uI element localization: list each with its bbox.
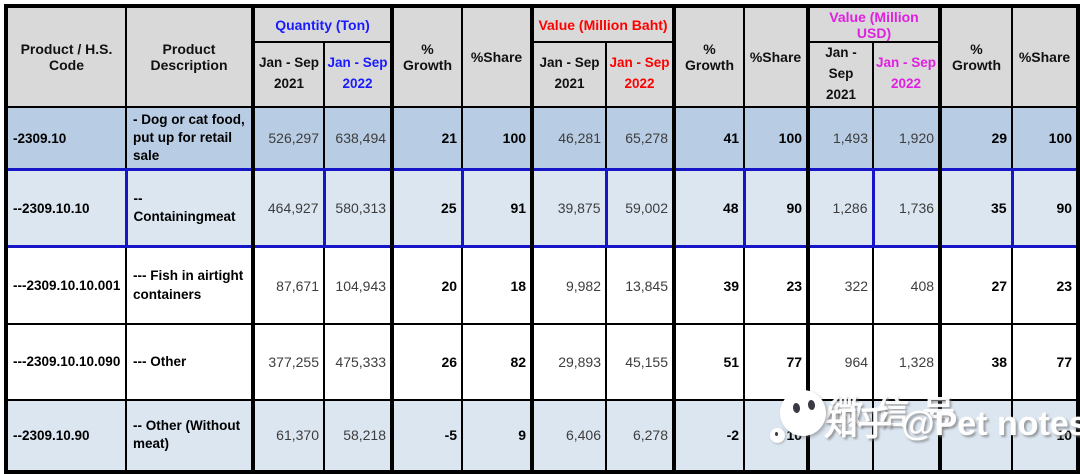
cell-qty-share: 82 (461, 322, 534, 401)
cell-baht-2021: 46,281 (530, 105, 608, 171)
cell-desc: - Dog or cat food, put up for retail sal… (125, 105, 254, 171)
col-header-baht-growth: % Growth (672, 5, 746, 108)
col-header-qty-2022: Jan - Sep 2022 (322, 41, 394, 108)
cell-qty-2021: 87,671 (251, 245, 325, 325)
group-header-value-baht: Value (Million Baht) (530, 5, 676, 43)
cell-qty-2021: 464,927 (251, 168, 325, 249)
cell-qty-growth: 25 (390, 168, 464, 249)
cell-baht-share: 77 (743, 322, 810, 401)
watermark-logo-icon (780, 390, 826, 436)
col-header-product-code: Product / H.S. Code (5, 5, 127, 108)
cell-qty-share: 9 (461, 398, 534, 473)
col-header-baht-share: %Share (743, 5, 810, 108)
cell-qty-2021: 526,297 (251, 105, 325, 171)
col-header-usd-share: %Share (1011, 5, 1080, 108)
cell-baht-2022: 6,278 (605, 398, 676, 473)
col-header-usd-growth: % Growth (938, 5, 1014, 108)
cell-usd-growth: 27 (938, 245, 1014, 325)
cell-qty-2022: 580,313 (322, 168, 394, 249)
cell-usd-2021: 964 (806, 322, 875, 401)
cell-qty-share: 91 (461, 168, 534, 249)
cell-qty-growth: -5 (390, 398, 464, 473)
col-header-baht-2022: Jan - Sep 2022 (605, 41, 676, 108)
cell-qty-share: 100 (461, 105, 534, 171)
table-body: -2309.10- Dog or cat food, put up for re… (4, 105, 1080, 473)
col-header-qty-share: %Share (461, 5, 534, 108)
cell-code: ---2309.10.10.001 (5, 245, 127, 325)
table-row: --2309.10.90 -- Other (Without meat) 61,37… (5, 398, 1080, 473)
cell-qty-growth: 21 (390, 105, 464, 171)
cell-qty-2022: 638,494 (322, 105, 394, 171)
col-header-qty-2021: Jan - Sep 2021 (251, 41, 325, 108)
cell-code: --2309.10.90 (5, 398, 127, 473)
col-header-usd-2021: Jan - Sep 2021 (806, 41, 875, 108)
cell-usd-growth: 29 (938, 105, 1014, 171)
col-header-qty-growth: % Growth (390, 5, 464, 108)
cell-baht-2021: 39,875 (530, 168, 608, 249)
cell-qty-2022: 58,218 (322, 398, 394, 473)
cell-qty-growth: 26 (390, 322, 464, 401)
cell-usd-2022: 1,328 (872, 322, 942, 401)
col-header-baht-2021: Jan - Sep 2021 (530, 41, 608, 108)
cell-usd-growth (938, 398, 1014, 473)
cell-desc: -- Containingmeat (125, 168, 254, 249)
cell-qty-2022: 475,333 (322, 322, 394, 401)
col-header-product-description: Product Description (125, 5, 254, 108)
header-group-row: Product / H.S. Code Product Description … (5, 5, 1080, 108)
table-row: -2309.10- Dog or cat food, put up for re… (5, 105, 1080, 171)
table-row: --2309.10.10 -- Containingmeat 464,927 580,… (4, 168, 1080, 249)
cell-usd-share: 100 (1011, 105, 1080, 171)
cell-usd-2021: 1,493 (806, 105, 875, 171)
trade-statistics-table: Product / H.S. Code Product Description … (4, 4, 1080, 474)
cell-baht-growth: 48 (672, 168, 746, 249)
cell-baht-growth: 39 (672, 245, 746, 325)
cell-baht-growth: 51 (672, 322, 746, 401)
cell-code: ---2309.10.10.090 (5, 322, 127, 401)
cell-qty-share: 18 (461, 245, 534, 325)
cell-usd-share: 90 (1011, 168, 1080, 249)
cell-desc: --- Fish in airtight containers (125, 245, 254, 325)
cell-baht-2022: 59,002 (604, 168, 676, 249)
cell-baht-2022: 45,155 (605, 322, 676, 401)
cell-baht-2022: 65,278 (605, 105, 676, 171)
watermark-zhihu-text: 知乎 @Pet notes (824, 405, 1080, 443)
cell-usd-share: 77 (1011, 322, 1080, 401)
watermark-logo-small-icon (770, 428, 785, 443)
group-header-quantity-ton: Quantity (Ton) (250, 5, 394, 43)
cell-baht-share: 23 (743, 245, 810, 325)
cell-usd-2022: 1,736 (871, 168, 942, 249)
cell-desc: --- Other (125, 322, 254, 401)
cell-baht-growth: -2 (672, 398, 746, 473)
cell-usd-2021: 322 (806, 245, 875, 325)
cell-baht-2021: 6,406 (530, 398, 608, 473)
cell-qty-growth: 20 (390, 245, 464, 325)
cell-desc: -- Other (Without meat) (125, 398, 254, 473)
cell-qty-2021: 377,255 (251, 322, 325, 401)
watermark-wechat-text: 微信号 (830, 394, 968, 431)
cell-baht-growth: 41 (672, 105, 746, 171)
cell-usd-2022: 408 (872, 245, 942, 325)
table-row: ---2309.10.10.001 --- Fish in airtight co… (5, 245, 1080, 325)
cell-baht-2022: 13,845 (605, 245, 676, 325)
cell-baht-share: 100 (743, 105, 810, 171)
cell-baht-2021: 29,893 (530, 322, 608, 401)
table-header: Product / H.S. Code Product Description … (5, 5, 1080, 108)
header-period-row: Jan - Sep 2021 Jan - Sep 2022 Jan - Sep … (6, 41, 1078, 108)
cell-usd-share: 23 (1011, 245, 1080, 325)
cell-usd-2021: 1,286 (806, 168, 875, 249)
cell-code: --2309.10.10 (4, 168, 128, 249)
cell-qty-2021: 61,370 (251, 398, 325, 473)
cell-qty-2022: 104,943 (322, 245, 394, 325)
group-header-value-usd: Value (Million USD) (806, 5, 942, 43)
watermark: 微信号 知乎 @Pet notes (766, 384, 1080, 460)
cell-baht-2021: 9,982 (530, 245, 608, 325)
cell-baht-share: 90 (743, 168, 810, 249)
cell-usd-growth: 35 (938, 168, 1014, 249)
cell-usd-2022: 1,920 (872, 105, 942, 171)
cell-usd-growth: 38 (938, 322, 1014, 401)
col-header-usd-2022: Jan - Sep 2022 (872, 41, 942, 108)
table-row: ---2309.10.10.090 --- Other 377,255 475,333… (5, 322, 1080, 401)
cell-usd-share: 10 (1011, 398, 1080, 473)
cell-code: -2309.10 (5, 105, 127, 171)
